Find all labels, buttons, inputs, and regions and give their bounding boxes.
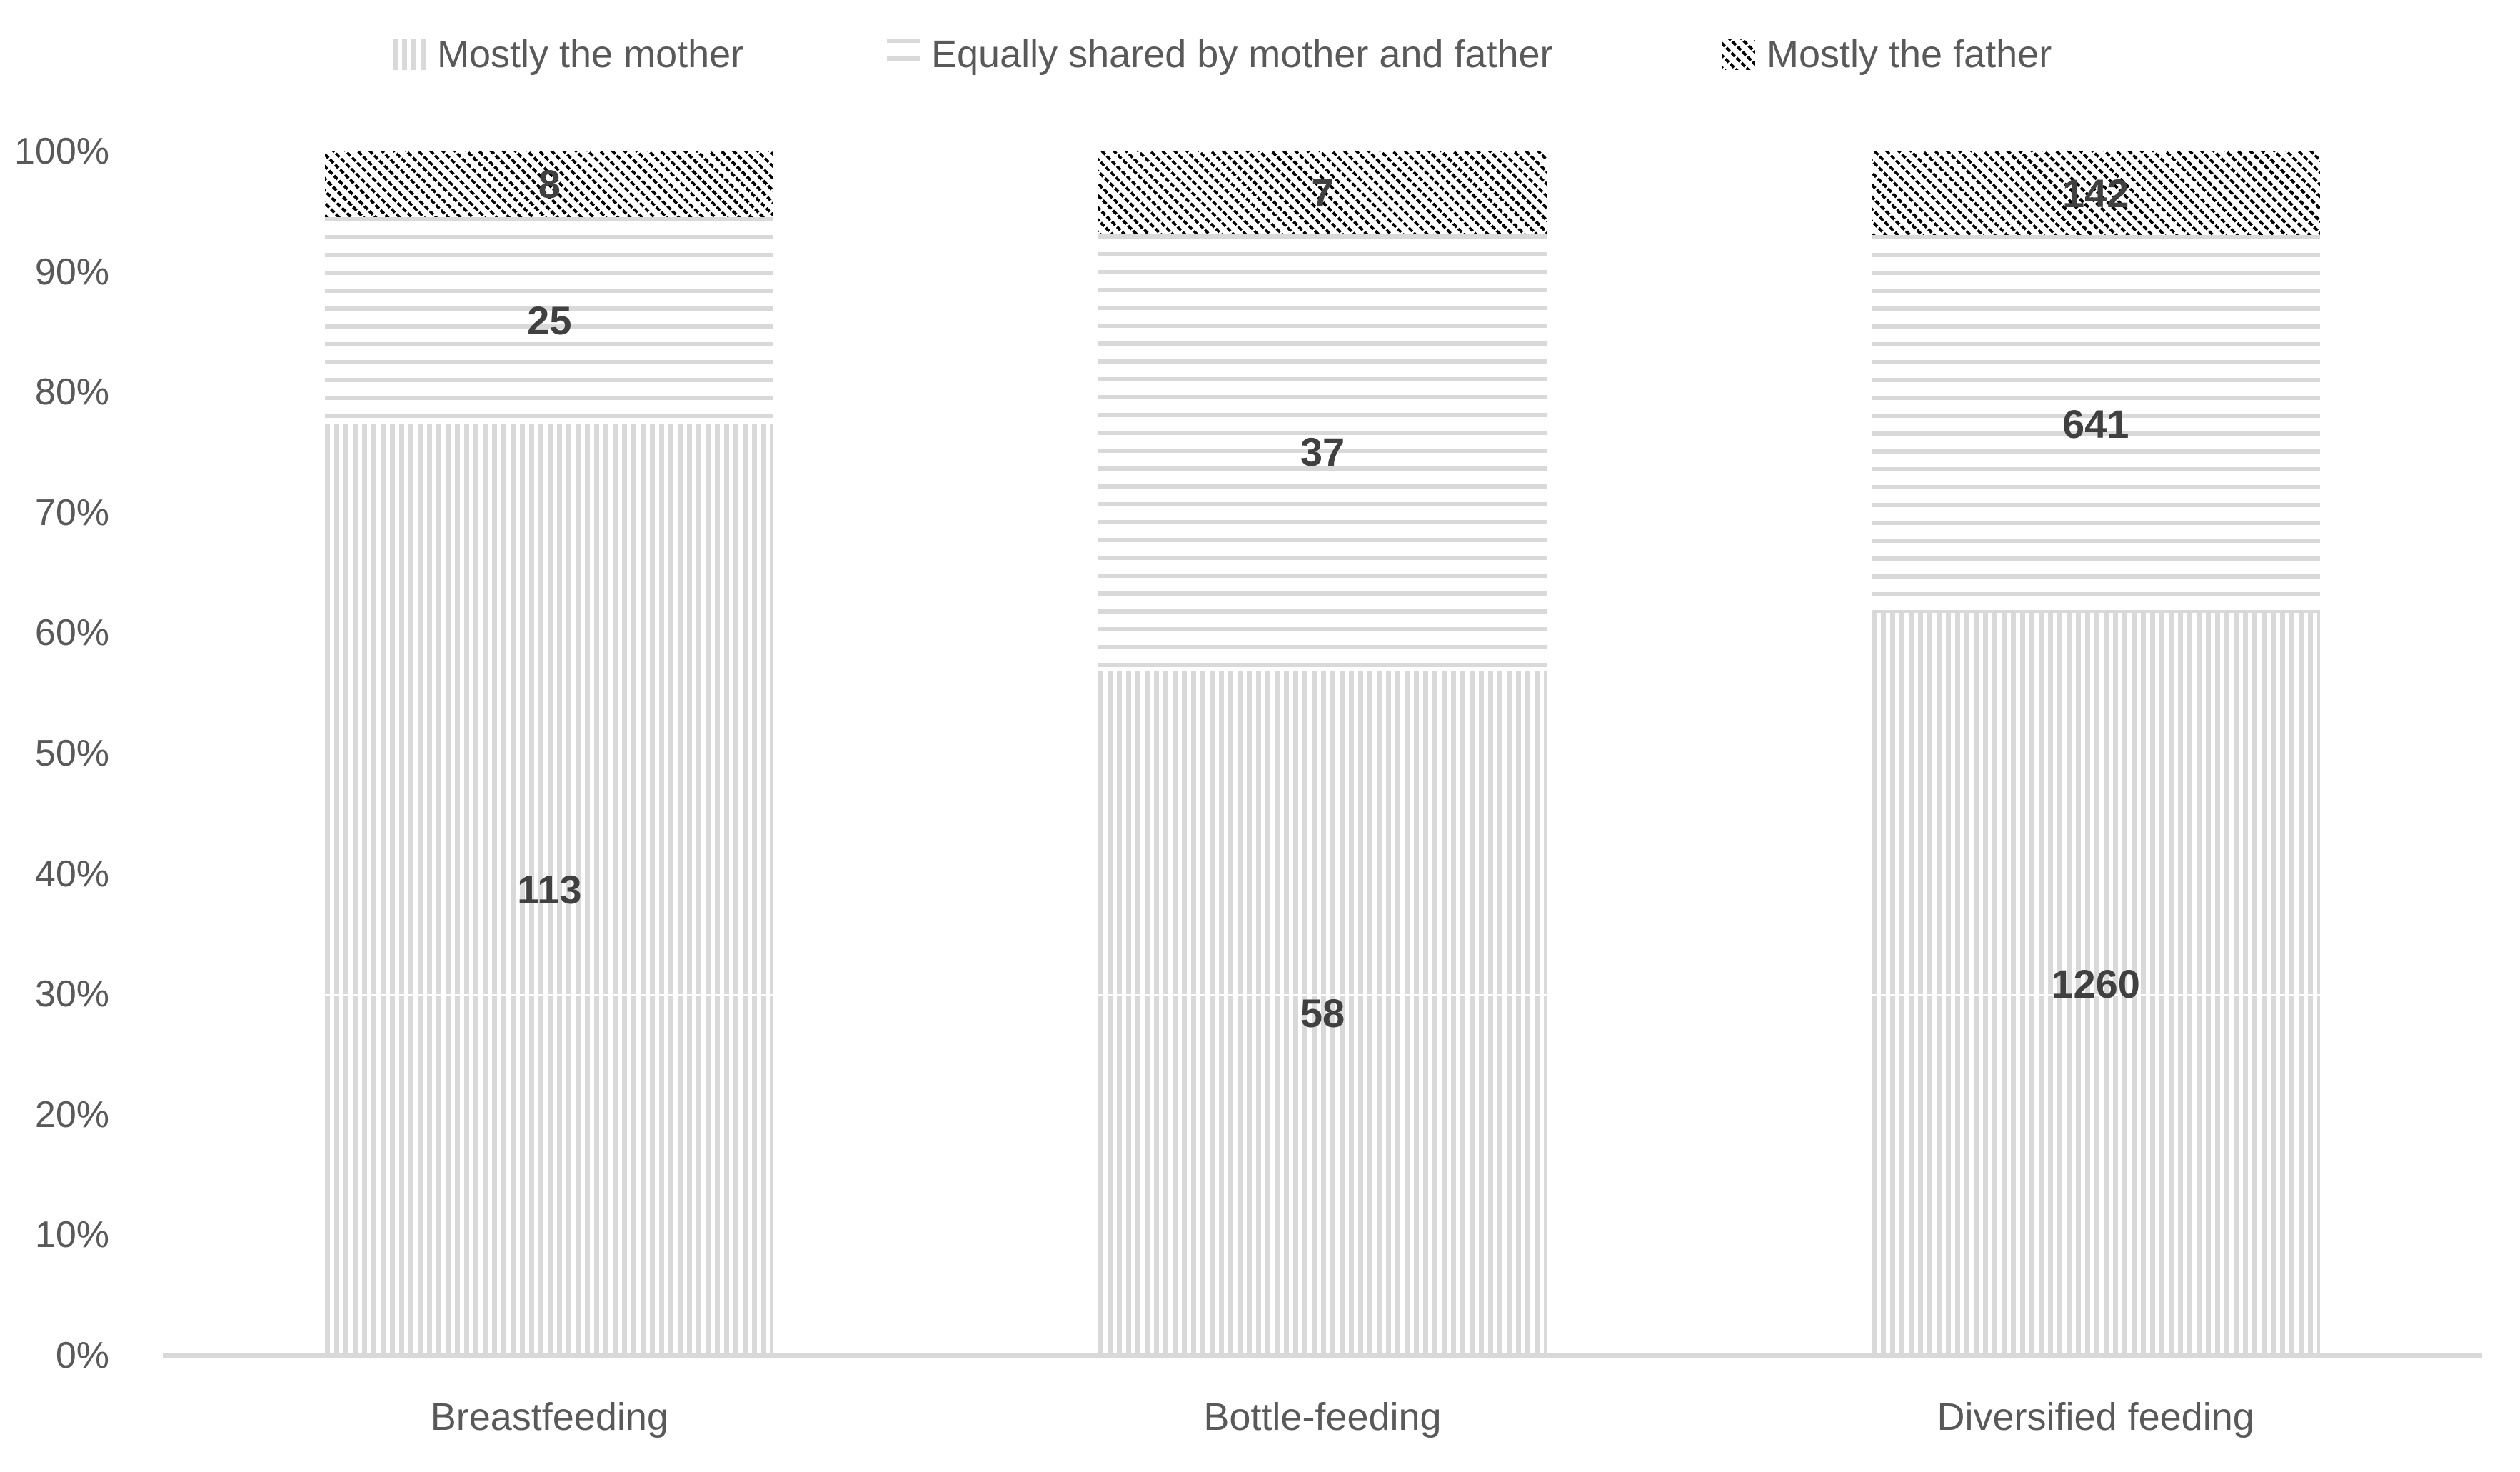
y-tick-label-70: 70% bbox=[34, 491, 109, 534]
legend-item-equally-shared-by-mother-and-father: Equally shared by mother and father bbox=[887, 34, 1553, 74]
legend-item-mostly-the-father: Mostly the father bbox=[1722, 34, 2052, 74]
y-tick-label-50: 50% bbox=[34, 733, 109, 774]
bar-slot-diversified-feeding: 142 641 1260 bbox=[1709, 151, 2482, 1356]
data-label: 142 bbox=[2062, 170, 2129, 216]
data-label: 113 bbox=[517, 866, 582, 912]
y-tick-label-10: 10% bbox=[34, 1214, 109, 1256]
data-label: 1260 bbox=[2051, 961, 2140, 1007]
y-tick-label-20: 20% bbox=[34, 1093, 109, 1136]
y-tick-label-30: 30% bbox=[34, 973, 109, 1016]
bar-segment-mostly-the-mother-bottle-feeding: 58 bbox=[1098, 671, 1547, 1356]
vertical-lines-pattern-swatch-icon bbox=[393, 39, 426, 70]
y-tick-label-40: 40% bbox=[34, 853, 109, 895]
bar-segment-equally-shared-by-mother-and-father-breastfeeding: 25 bbox=[325, 217, 774, 424]
bar-segment-mostly-the-father-bottle-feeding: 7 bbox=[1098, 151, 1547, 234]
y-tick-label-0: 0% bbox=[55, 1335, 109, 1376]
bar-segment-equally-shared-by-mother-and-father-bottle-feeding: 37 bbox=[1098, 234, 1547, 671]
bar-segment-mostly-the-father-diversified-feeding: 142 bbox=[1871, 151, 2320, 236]
bar-segment-mostly-the-mother-diversified-feeding: 1260 bbox=[1871, 613, 2320, 1356]
y-tick-label-90: 90% bbox=[34, 251, 109, 293]
y-tick-label-60: 60% bbox=[34, 612, 109, 654]
category-label-bottle-feeding: Bottle-feeding bbox=[1203, 1396, 1442, 1438]
horizontal-lines-pattern-swatch-icon bbox=[887, 39, 920, 70]
bar-slot-breastfeeding: 8 25 113 bbox=[163, 151, 936, 1356]
category-label-diversified-feeding: Diversified feeding bbox=[1937, 1396, 2254, 1438]
bar-diversified-feeding: 142 641 1260 bbox=[1871, 151, 2320, 1356]
bar-segment-mostly-the-father-breastfeeding: 8 bbox=[325, 151, 774, 218]
data-label: 641 bbox=[2062, 401, 2129, 446]
x-axis-line bbox=[163, 1353, 2482, 1358]
data-label: 25 bbox=[527, 297, 572, 343]
diagonal-hatch-pattern-swatch-icon bbox=[1722, 39, 1755, 70]
plot-area: 8 25 113 7 37 58 142 641 1260 bbox=[163, 151, 2482, 1356]
legend-label: Mostly the mother bbox=[437, 33, 744, 76]
bar-bottle-feeding: 7 37 58 bbox=[1098, 151, 1547, 1356]
legend-label: Mostly the father bbox=[1767, 33, 2052, 76]
y-tick-label-80: 80% bbox=[34, 371, 109, 414]
data-label: 7 bbox=[1311, 169, 1334, 215]
bar-segment-equally-shared-by-mother-and-father-diversified-feeding: 641 bbox=[1871, 235, 2320, 614]
data-label: 37 bbox=[1300, 429, 1345, 475]
legend-item-mostly-the-mother: Mostly the mother bbox=[393, 34, 743, 74]
data-label: 58 bbox=[1300, 990, 1345, 1036]
bar-slot-bottle-feeding: 7 37 58 bbox=[936, 151, 1710, 1356]
category-label-breastfeeding: Breastfeeding bbox=[430, 1396, 668, 1438]
legend-label: Equally shared by mother and father bbox=[931, 33, 1553, 76]
y-tick-label-100: 100% bbox=[14, 131, 109, 172]
bar-breastfeeding: 8 25 113 bbox=[325, 151, 774, 1356]
data-label: 8 bbox=[538, 161, 561, 207]
bar-segment-mostly-the-mother-breastfeeding: 113 bbox=[325, 424, 774, 1356]
